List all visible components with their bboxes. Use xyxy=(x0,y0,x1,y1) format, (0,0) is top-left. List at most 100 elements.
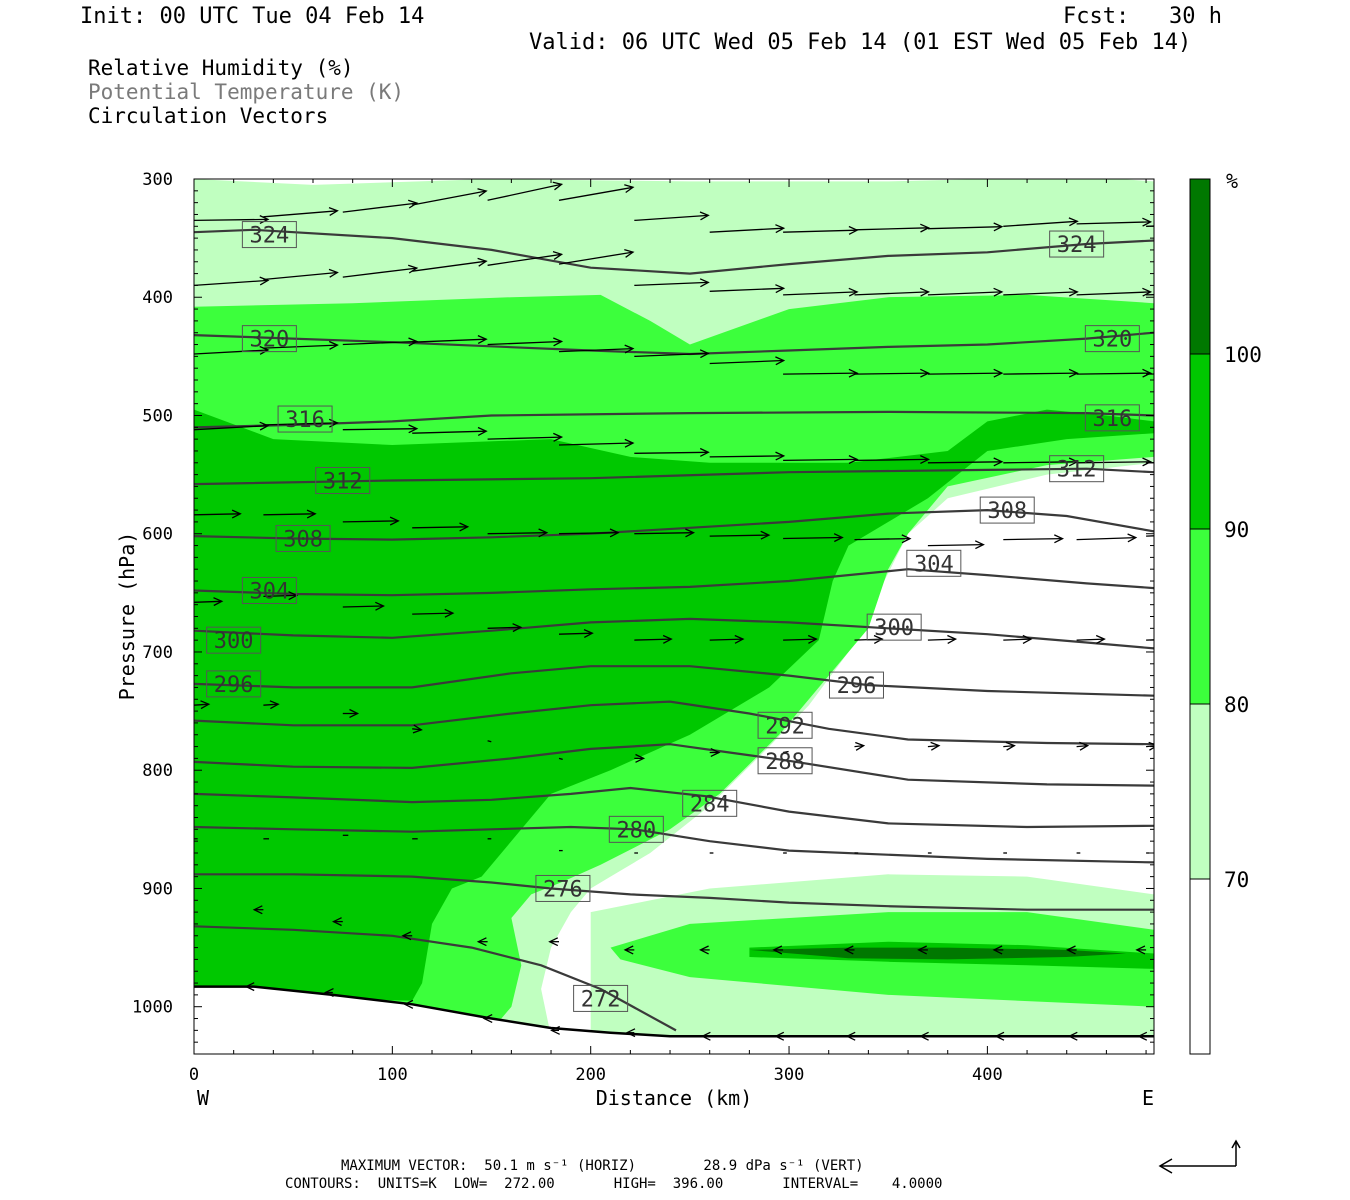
circulation-vector xyxy=(487,337,564,347)
circulation-vector xyxy=(1003,634,1033,644)
circulation-vector xyxy=(927,457,1004,467)
contour-label-text: 324 xyxy=(249,224,289,249)
init-time: Init: 00 UTC Tue 04 Feb 14 xyxy=(80,4,425,29)
vectors-field-label: Circulation Vectors xyxy=(88,104,329,128)
axes: 300 400 500 600 700 800 900 1000 0 100 200 300 400 xyxy=(132,170,1154,1085)
circulation-vector xyxy=(1003,741,1016,751)
circulation-vectors xyxy=(194,181,1154,1041)
y-tick-label: 700 xyxy=(142,643,173,663)
theta-contour-284 xyxy=(194,786,1154,829)
circulation-vector xyxy=(487,528,549,538)
circulation-vector xyxy=(558,248,635,265)
contour-label-312: 312 xyxy=(315,467,371,495)
contour-label-296: 296 xyxy=(206,670,262,698)
contour-label-300: 300 xyxy=(206,626,262,654)
circulation-vector xyxy=(476,937,488,947)
circulation-vector xyxy=(772,945,784,955)
contour-label-304: 304 xyxy=(241,576,297,604)
west-label: W xyxy=(197,1086,210,1110)
circulation-vector xyxy=(487,250,564,266)
circulation-vector xyxy=(194,276,270,287)
circulation-vector xyxy=(558,757,563,761)
contour-label-text: 304 xyxy=(249,579,289,604)
circulation-vector xyxy=(709,634,745,644)
circulation-vector xyxy=(782,750,789,754)
circulation-vector xyxy=(783,368,859,378)
circulation-vector xyxy=(412,608,455,618)
circulation-vector xyxy=(558,629,594,638)
circulation-vector xyxy=(709,748,721,757)
circulation-vector xyxy=(1135,945,1147,955)
contour-label-text: 316 xyxy=(1092,407,1132,432)
contour-label-300: 300 xyxy=(866,613,922,641)
theta-contour-292 xyxy=(194,700,1154,746)
circulation-vector xyxy=(854,741,866,751)
colorbar-level-label: 70 xyxy=(1224,868,1249,892)
contour-label-text: 288 xyxy=(765,750,805,775)
circulation-vector xyxy=(992,945,1004,955)
circulation-vector xyxy=(482,1014,493,1023)
circulation-vector xyxy=(634,211,710,222)
circulation-vector xyxy=(709,451,786,461)
theta-contour-308 xyxy=(194,508,1154,541)
contour-label-text: 300 xyxy=(214,629,254,654)
circulation-vector xyxy=(634,528,695,538)
circulation-vector xyxy=(194,597,224,607)
circulation-vector xyxy=(263,206,339,218)
circulation-vector xyxy=(194,509,242,519)
circulation-vector xyxy=(487,740,492,743)
colorbar-swatch xyxy=(1189,878,1211,1055)
circulation-vector xyxy=(1003,287,1079,297)
circulation-vector xyxy=(994,1031,1005,1041)
contour-label-text: 296 xyxy=(214,673,254,698)
circulation-vector xyxy=(854,534,912,544)
circulation-vector xyxy=(774,1031,785,1041)
circulation-vector xyxy=(843,945,855,955)
contour-label-296: 296 xyxy=(828,671,884,699)
theta-contour-296 xyxy=(194,665,1154,697)
circulation-vector xyxy=(412,335,488,344)
contour-label-text: 308 xyxy=(283,527,323,552)
circulation-vector xyxy=(709,284,786,294)
theta-contour-280 xyxy=(194,825,1154,864)
y-tick-label: 800 xyxy=(142,761,173,781)
circulation-vector xyxy=(1003,457,1079,467)
circulation-vector xyxy=(558,344,635,354)
circulation-vector xyxy=(1076,634,1106,644)
y-axis-label: Pressure (hPa) xyxy=(115,532,139,701)
contour-label-276: 276 xyxy=(535,874,591,902)
circulation-vector xyxy=(783,533,844,543)
circulation-vector xyxy=(927,368,1004,378)
theta-contour-304 xyxy=(194,568,1154,597)
x-tick-label: 100 xyxy=(377,1065,408,1085)
circulation-vector xyxy=(1076,368,1153,378)
colorbar-level-label: 90 xyxy=(1224,518,1249,542)
contour-label-text: 316 xyxy=(285,408,325,433)
rh-shading xyxy=(194,179,1154,1054)
contour-labels: 324 324 320 320 316 316 312 312 308 308 304 304 300 3… xyxy=(206,221,1140,1012)
contour-label-304: 304 xyxy=(906,549,962,577)
contour-label-308: 308 xyxy=(979,496,1035,524)
valid-time: Valid: 06 UTC Wed 05 Feb 14 (01 EST Wed … xyxy=(529,30,1192,55)
circulation-vector xyxy=(699,945,710,955)
theta-contour-300 xyxy=(194,617,1154,650)
theta-contours xyxy=(194,228,1154,1038)
circulation-vector xyxy=(783,634,818,644)
circulation-vector xyxy=(854,287,930,297)
circulation-vector xyxy=(634,634,673,644)
circulation-vector xyxy=(263,509,317,519)
circulation-vector xyxy=(548,937,559,947)
contour-label-280: 280 xyxy=(608,815,664,843)
circulation-vector xyxy=(1137,1031,1148,1041)
theta-contour-316 xyxy=(194,410,1154,429)
circulation-vector xyxy=(412,426,488,436)
circulation-vector xyxy=(487,432,564,442)
theta-contour-272 xyxy=(194,925,677,1032)
circulation-vector xyxy=(558,438,635,448)
circulation-vector xyxy=(412,188,488,206)
circulation-vector xyxy=(854,368,931,378)
circulation-vector xyxy=(263,268,339,281)
circulation-vector xyxy=(1076,741,1090,751)
circulation-vector xyxy=(323,988,334,997)
